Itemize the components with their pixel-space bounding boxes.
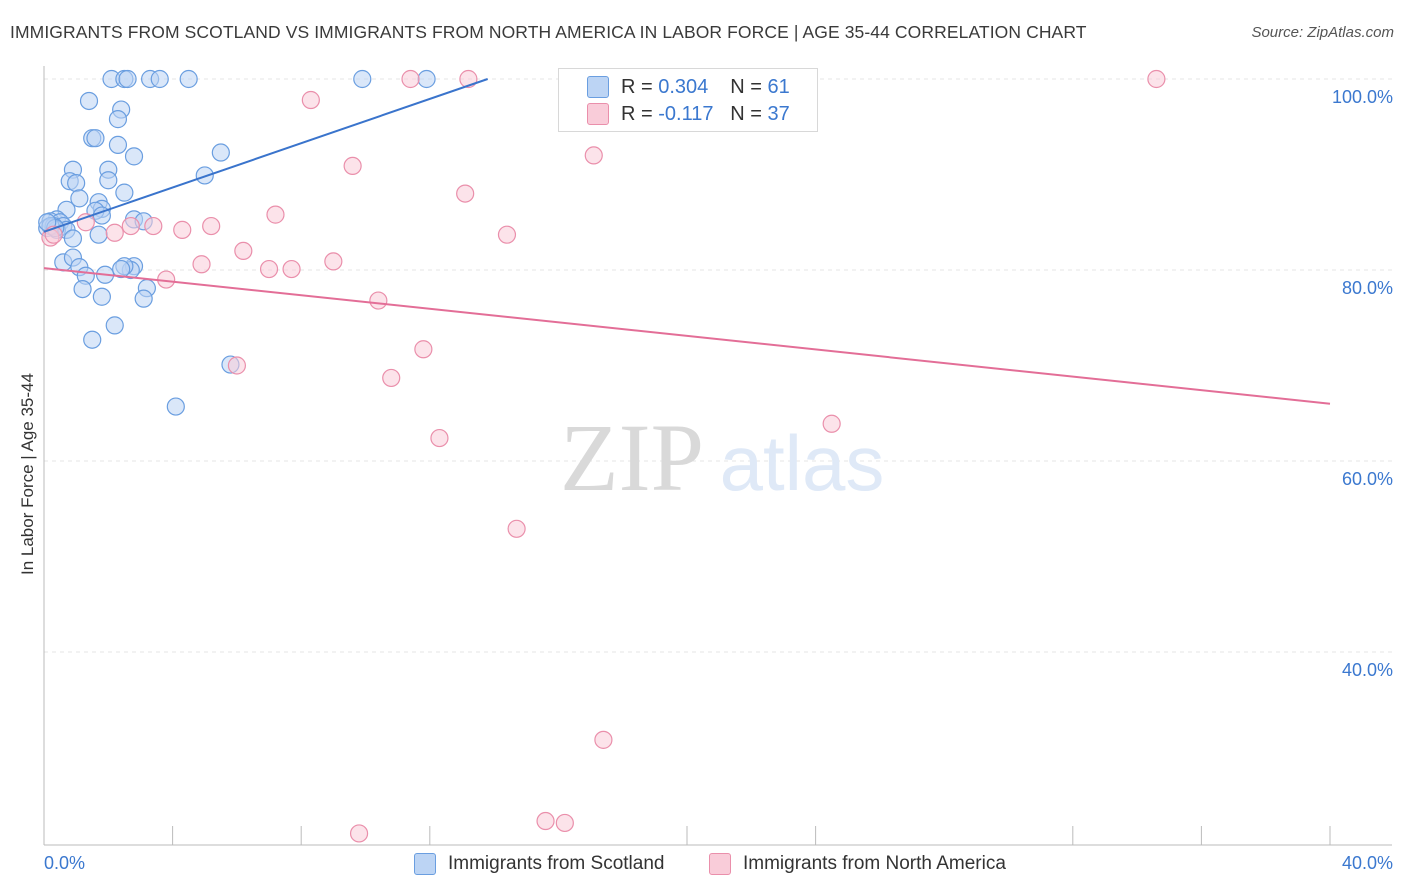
bottom-legend-label-north-america: Immigrants from North America — [743, 853, 1006, 874]
legend-n-value-north-america: 37 — [767, 102, 790, 125]
bottom-legend-swatch-north-america — [709, 853, 731, 875]
x-tick-label: 40.0% — [1342, 853, 1393, 873]
north-america-point — [144, 216, 163, 236]
north-america-point — [266, 205, 285, 224]
legend-n-value-scotland: 61 — [767, 75, 790, 98]
scotland-point — [83, 330, 102, 349]
watermark-zip: ZIP — [560, 404, 704, 511]
legend-r-label: R = — [621, 75, 653, 98]
scotland-point — [89, 225, 108, 244]
scotland-trend-line — [43, 78, 488, 233]
bottom-legend-label-scotland: Immigrants from Scotland — [448, 853, 665, 874]
north-america-point — [259, 259, 279, 279]
north-america-point — [282, 259, 301, 279]
legend-row-scotland: R = 0.304 N = 61 — [587, 75, 790, 99]
x-tick-label: 0.0% — [44, 853, 85, 873]
north-america-point — [382, 368, 401, 388]
scotland-point — [63, 229, 83, 248]
north-america-point — [430, 428, 449, 448]
north-america-point — [1147, 69, 1166, 89]
scotland-point — [70, 189, 89, 208]
legend-swatch-north-america — [587, 103, 609, 125]
watermark: ZIP atlas — [560, 404, 884, 511]
north-america-point — [497, 225, 517, 244]
legend-r-value-north-america: -0.117 — [658, 102, 714, 125]
north-america-point — [349, 824, 369, 843]
chart-title: IMMIGRANTS FROM SCOTLAND VS IMMIGRANTS F… — [10, 22, 1087, 42]
y-axis-title: In Labor Force | Age 35-44 — [18, 373, 37, 575]
scotland-point — [73, 280, 92, 299]
scotland-point — [124, 147, 144, 166]
trend-lines — [43, 78, 1331, 405]
watermark-atlas: atlas — [720, 419, 885, 507]
bottom-legend-north-america: Immigrants from North America — [709, 852, 1006, 876]
scotland-point — [118, 69, 137, 89]
scotland-point — [179, 69, 198, 89]
north-america-point — [584, 146, 603, 165]
scotland-point — [86, 129, 105, 148]
scotland-point — [79, 91, 99, 111]
north-america-point — [202, 216, 221, 236]
tick-labels: 100.0% 80.0% 60.0% 40.0% 0.0% 40.0% — [44, 87, 1393, 873]
y-tick-label: 60.0% — [1342, 469, 1393, 489]
gridlines — [44, 78, 1392, 653]
north-america-point — [369, 291, 388, 310]
legend-r-label: R = — [621, 102, 653, 125]
scotland-point — [99, 171, 118, 190]
north-america-point — [555, 813, 574, 833]
north-america-point — [324, 252, 343, 271]
north-america-trend-line — [43, 267, 1331, 405]
north-america-point — [401, 69, 420, 89]
north-america-point — [192, 255, 211, 274]
scotland-point — [105, 316, 124, 335]
north-america-point — [105, 223, 124, 242]
north-america-point — [822, 414, 841, 433]
north-america-point — [536, 811, 555, 831]
north-america-point — [301, 90, 320, 110]
scotland-point — [112, 259, 131, 279]
legend-n-label: N = — [730, 75, 762, 98]
north-america-point — [343, 156, 362, 176]
scotland-point — [108, 110, 128, 129]
axes — [43, 66, 1392, 846]
north-america-point — [414, 340, 433, 359]
scotland-point — [134, 289, 153, 308]
bottom-legend-swatch-scotland — [414, 853, 436, 875]
north-america-point — [227, 356, 246, 375]
scotland-point — [108, 135, 128, 154]
north-america-point — [594, 730, 613, 749]
y-tick-label: 100.0% — [1332, 87, 1393, 107]
north-america-point — [507, 519, 526, 538]
scotland-point — [353, 69, 372, 89]
legend-row-north-america: R = -0.117 N = 37 — [587, 102, 790, 126]
scotland-point — [417, 69, 436, 89]
legend-r-value-scotland: 0.304 — [658, 75, 709, 98]
scotland-point — [115, 183, 134, 202]
legend-swatch-scotland — [587, 76, 609, 98]
correlation-legend: R = 0.304 N = 61 R = -0.117 N = 37 — [558, 68, 818, 132]
north-america-point — [121, 216, 140, 236]
y-tick-label: 40.0% — [1342, 660, 1393, 680]
y-tick-label: 80.0% — [1342, 278, 1393, 298]
north-america-point — [456, 184, 475, 203]
legend-n-label: N = — [730, 102, 762, 125]
scotland-point — [150, 69, 169, 89]
scotland-point — [92, 287, 111, 306]
north-america-point — [234, 241, 253, 260]
scotland-point — [211, 143, 230, 162]
scotland-point — [67, 173, 86, 193]
bottom-legend-scotland: Immigrants from Scotland — [414, 852, 664, 876]
scotland-point — [166, 397, 185, 416]
source-credit: Source: ZipAtlas.com — [1251, 24, 1394, 41]
north-america-point — [173, 220, 192, 239]
